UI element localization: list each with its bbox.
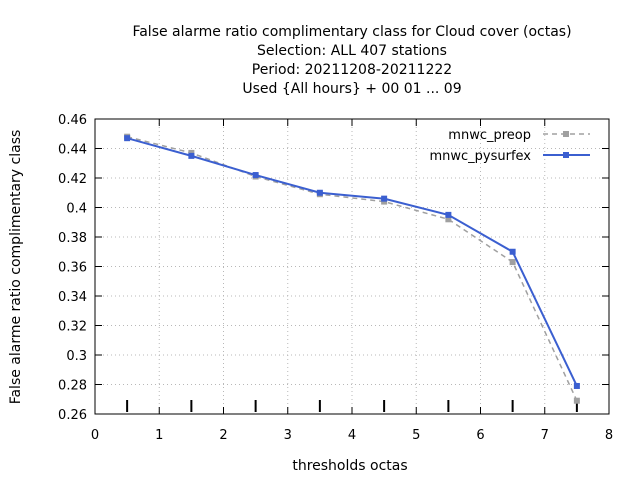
data-point	[316, 189, 323, 196]
series-line	[126, 135, 578, 402]
data-point	[445, 211, 452, 218]
y-tick-label: 0.38	[58, 231, 87, 246]
x-tick-label: 8	[605, 428, 613, 443]
y-tick-label: 0.28	[58, 379, 87, 394]
legend-marker	[563, 131, 569, 137]
x-tick-label: 3	[284, 428, 292, 443]
data-point	[573, 382, 580, 389]
y-tick-label: 0.46	[58, 113, 87, 128]
x-tick-label: 1	[155, 428, 163, 443]
data-point	[509, 259, 516, 266]
chart-title: False alarme ratio complimentary class f…	[132, 24, 571, 97]
data-point	[252, 172, 259, 179]
x-tick-label: 7	[541, 428, 549, 443]
y-tick-label: 0.42	[58, 172, 87, 187]
y-tick-label: 0.4	[66, 202, 87, 217]
data-point	[381, 195, 388, 202]
x-axis-label: thresholds octas	[292, 458, 407, 474]
y-tick-label: 0.3	[66, 349, 87, 364]
y-tick-label: 0.26	[58, 408, 87, 423]
y-tick-label: 0.34	[58, 290, 87, 305]
y-tick-label: 0.36	[58, 261, 87, 276]
title-line: Selection: ALL 407 stations	[257, 43, 447, 59]
y-tick-label: 0.32	[58, 320, 87, 335]
grid	[94, 118, 610, 415]
data-point	[573, 397, 580, 404]
y-tick-label: 0.44	[58, 143, 87, 158]
data-point	[188, 152, 195, 159]
legend-label: mnwc_preop	[448, 128, 531, 143]
y-axis-label: False alarme ratio complimentary class	[8, 130, 24, 405]
legend: mnwc_preop mnwc_pysurfex	[429, 128, 590, 164]
axes: 0.26 0.28 0.3 0.32 0.34 0.36 0.38 0.4 0.42 0.44 0.…	[58, 113, 613, 443]
data-point	[509, 248, 516, 255]
x-tick-label: 2	[219, 428, 227, 443]
x-tick-label: 6	[476, 428, 484, 443]
title-line: Used {All hours} + 00 01 ... 09	[242, 81, 461, 97]
series-mnwc_pysurfex	[124, 135, 580, 389]
series-lines	[124, 133, 580, 404]
title-line: Period: 20211208-20211222	[252, 62, 452, 78]
data-point	[445, 216, 452, 223]
series-line	[126, 137, 578, 387]
x-tick-label: 4	[348, 428, 356, 443]
x-tick-label: 5	[412, 428, 420, 443]
x-tick-label: 0	[91, 428, 99, 443]
data-point	[124, 135, 131, 142]
legend-marker	[563, 152, 569, 158]
title-line: False alarme ratio complimentary class f…	[132, 24, 571, 40]
legend-label: mnwc_pysurfex	[429, 149, 531, 164]
